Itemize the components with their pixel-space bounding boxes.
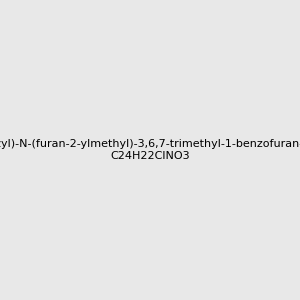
Text: N-(4-chlorobenzyl)-N-(furan-2-ylmethyl)-3,6,7-trimethyl-1-benzofuran-2-carboxami: N-(4-chlorobenzyl)-N-(furan-2-ylmethyl)-… bbox=[0, 139, 300, 161]
